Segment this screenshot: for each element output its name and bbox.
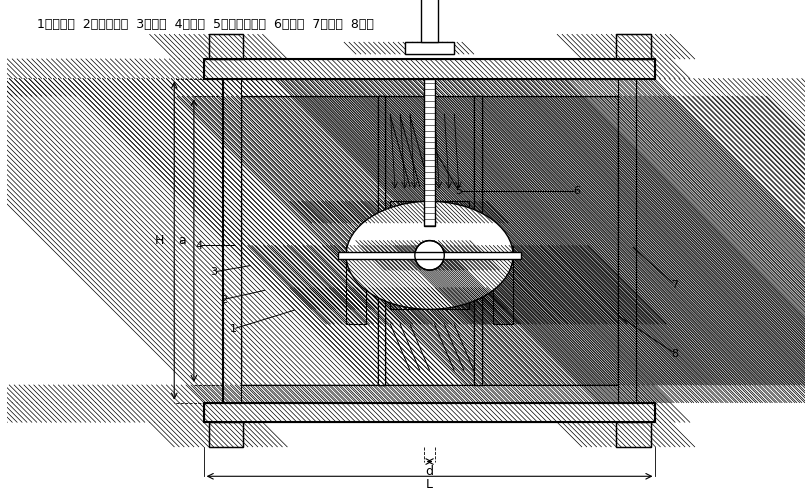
Text: 1．球轴承  2．前导向件  3．涨圈  4．壳体  5．前置放大器  6．叶轮  7．轴承  8．轴: 1．球轴承 2．前导向件 3．涨圈 4．壳体 5．前置放大器 6．叶轮 7．轴承… xyxy=(36,18,373,31)
Bar xyxy=(345,245,365,324)
Bar xyxy=(204,403,654,422)
Text: 6: 6 xyxy=(573,187,580,196)
Text: 2: 2 xyxy=(220,294,226,304)
Bar xyxy=(423,78,435,226)
Bar xyxy=(493,245,513,324)
Bar xyxy=(223,78,241,403)
Bar xyxy=(414,241,444,270)
Text: d: d xyxy=(425,465,433,478)
Bar xyxy=(204,59,654,78)
Bar xyxy=(377,96,385,385)
Text: a: a xyxy=(178,234,186,247)
Bar xyxy=(204,59,654,78)
Bar xyxy=(241,96,617,385)
Bar xyxy=(616,34,650,59)
Text: 4: 4 xyxy=(195,241,202,250)
Bar xyxy=(617,78,635,403)
Bar xyxy=(616,422,650,447)
Bar xyxy=(473,96,481,385)
Bar xyxy=(208,422,242,447)
Text: H: H xyxy=(155,234,164,247)
Bar xyxy=(208,34,242,59)
Bar xyxy=(204,403,654,422)
Bar xyxy=(473,96,481,385)
Bar xyxy=(616,422,650,447)
Bar xyxy=(390,288,468,309)
Bar xyxy=(208,34,242,59)
Circle shape xyxy=(414,241,444,270)
Text: 3: 3 xyxy=(210,267,217,277)
Bar xyxy=(405,42,453,54)
Text: L: L xyxy=(426,478,432,490)
Text: 8: 8 xyxy=(671,348,678,359)
Bar xyxy=(338,252,520,259)
Bar xyxy=(420,0,438,42)
Bar xyxy=(223,78,635,96)
Bar xyxy=(223,78,635,403)
Bar xyxy=(223,385,635,403)
Text: 1: 1 xyxy=(230,324,236,334)
Bar xyxy=(405,42,453,54)
Text: 5: 5 xyxy=(455,187,462,196)
Text: 7: 7 xyxy=(671,280,678,290)
Bar xyxy=(390,201,468,223)
Ellipse shape xyxy=(345,201,513,309)
Bar xyxy=(208,422,242,447)
Bar xyxy=(377,96,385,385)
Bar xyxy=(616,34,650,59)
